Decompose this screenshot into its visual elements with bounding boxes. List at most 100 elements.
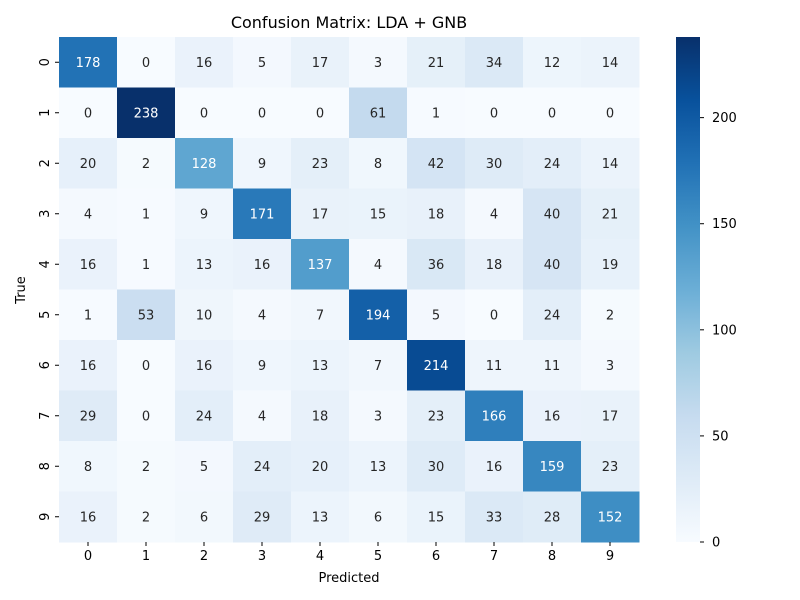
- heatmap-cell: [581, 87, 640, 139]
- heatmap-cell: [407, 441, 466, 492]
- heatmap-cell: [465, 37, 524, 88]
- heatmap-cell: [233, 188, 292, 240]
- y-tick-label: 9: [38, 513, 53, 521]
- heatmap-cell: [349, 239, 408, 290]
- cell-value-label: 24: [196, 409, 213, 424]
- cell-value-label: 1: [142, 258, 150, 273]
- heatmap-cell: [349, 441, 408, 492]
- cell-value-label: 14: [602, 157, 619, 172]
- heatmap-cell: [523, 188, 582, 240]
- cell-value-label: 15: [428, 510, 445, 525]
- heatmap-cell: [465, 491, 524, 543]
- x-tick-label: 3: [258, 549, 266, 564]
- cell-value-label: 4: [258, 409, 266, 424]
- heatmap-cell: [175, 441, 234, 492]
- heatmap-cell: [233, 491, 292, 543]
- cell-value-label: 13: [196, 258, 213, 273]
- cell-value-label: 0: [200, 106, 208, 121]
- cell-value-label: 29: [80, 409, 97, 424]
- heatmap-cell: [175, 390, 234, 442]
- cell-value-label: 53: [138, 308, 155, 323]
- y-tick-label: 0: [38, 58, 53, 66]
- heatmap-cell: [523, 340, 582, 391]
- x-axis-ticks: 0 1 2 3 4 5 6 7 8 9: [84, 542, 614, 564]
- cell-value-label: 23: [602, 460, 619, 475]
- cell-value-label: 9: [200, 207, 208, 222]
- cell-value-label: 2: [142, 157, 150, 172]
- heatmap-cell: [291, 390, 350, 442]
- heatmap-cell: [291, 441, 350, 492]
- cell-value-label: 4: [374, 258, 382, 273]
- heatmap-cell: [175, 491, 234, 543]
- cell-value-label: 9: [258, 157, 266, 172]
- cell-value-label: 8: [84, 460, 92, 475]
- heatmap-cell: [349, 37, 408, 88]
- heatmap-cell: [523, 441, 582, 492]
- heatmap-cell: [523, 390, 582, 442]
- heatmap-cell: [233, 138, 292, 189]
- cell-value-label: 214: [424, 359, 449, 374]
- cell-value-label: 171: [250, 207, 275, 222]
- heatmap-cell: [581, 340, 640, 391]
- heatmap-cell: [407, 239, 466, 290]
- cell-value-label: 17: [312, 56, 329, 71]
- x-tick-label: 0: [84, 549, 92, 564]
- cell-value-label: 3: [374, 409, 382, 424]
- cell-value-label: 16: [486, 460, 503, 475]
- cell-value-label: 16: [196, 359, 213, 374]
- cell-value-label: 2: [606, 308, 614, 323]
- cell-value-label: 16: [196, 56, 213, 71]
- cell-value-label: 18: [486, 258, 503, 273]
- y-tick-label: 2: [38, 159, 53, 167]
- cell-value-label: 16: [80, 359, 97, 374]
- heatmap-cell: [291, 188, 350, 240]
- cell-value-label: 16: [544, 409, 561, 424]
- heatmap-cell: [465, 289, 524, 341]
- cell-value-label: 0: [142, 409, 150, 424]
- cell-value-label: 16: [80, 258, 97, 273]
- heatmap-cell: [117, 491, 176, 543]
- y-tick-label: 8: [38, 462, 53, 470]
- cell-value-label: 9: [258, 359, 266, 374]
- heatmap-cell: [523, 491, 582, 543]
- heatmap-cell: [407, 37, 466, 88]
- cell-value-label: 6: [374, 510, 382, 525]
- cell-value-label: 4: [258, 308, 266, 323]
- cell-value-label: 128: [192, 157, 217, 172]
- cell-value-label: 21: [602, 207, 619, 222]
- cell-value-label: 16: [80, 510, 97, 525]
- heatmap-cell: [581, 138, 640, 189]
- cell-value-label: 14: [602, 56, 619, 71]
- heatmap-cell: [59, 289, 118, 341]
- heatmap-cell: [465, 188, 524, 240]
- cell-value-label: 166: [482, 409, 507, 424]
- cell-value-label: 10: [196, 308, 213, 323]
- heatmap-cell: [465, 441, 524, 492]
- heatmap-cell: [233, 441, 292, 492]
- x-axis-label: Predicted: [318, 571, 379, 586]
- cell-value-label: 0: [316, 106, 324, 121]
- cell-value-label: 0: [490, 308, 498, 323]
- heatmap-cell: [117, 289, 176, 341]
- heatmap-cell: [175, 289, 234, 341]
- heatmap-cell: [117, 390, 176, 442]
- y-tick-label: 5: [38, 311, 53, 319]
- heatmap-cell: [175, 37, 234, 88]
- cell-value-label: 13: [312, 359, 329, 374]
- cell-value-label: 0: [490, 106, 498, 121]
- cell-value-label: 0: [548, 106, 556, 121]
- x-tick-label: 4: [316, 549, 324, 564]
- cell-value-label: 20: [80, 157, 97, 172]
- x-tick-label: 8: [548, 549, 556, 564]
- x-tick-label: 6: [432, 549, 440, 564]
- y-axis-ticks: 0 1 2 3 4 5 6 7 8 9: [38, 58, 59, 521]
- heatmap-cell: [581, 441, 640, 492]
- heatmap-cell: [349, 138, 408, 189]
- cell-value-label: 42: [428, 157, 445, 172]
- heatmap-cell: [465, 138, 524, 189]
- cell-value-label: 23: [428, 409, 445, 424]
- cell-value-label: 8: [374, 157, 382, 172]
- colorbar-tick-label: 200: [712, 111, 737, 126]
- heatmap-cell: [523, 239, 582, 290]
